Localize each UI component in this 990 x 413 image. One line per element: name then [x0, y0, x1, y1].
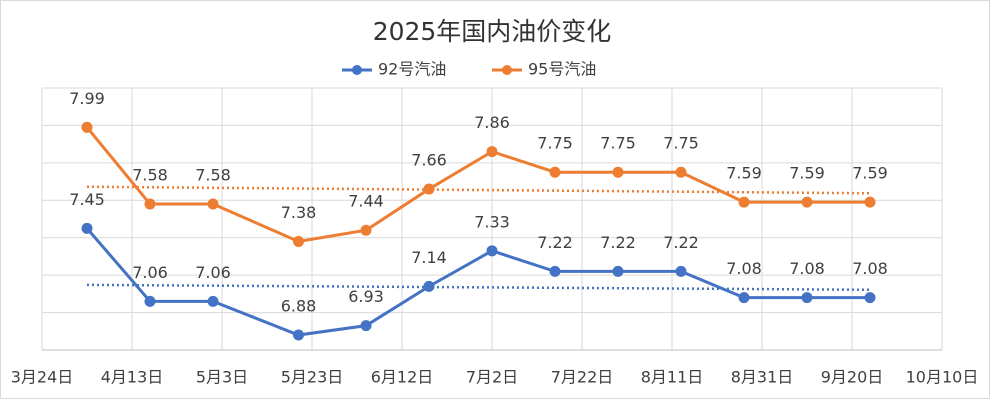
data-point — [675, 166, 687, 178]
data-point — [549, 166, 561, 178]
data-point — [293, 329, 304, 341]
data-point — [423, 280, 435, 292]
data-point — [675, 265, 687, 277]
data-label: 6.88 — [281, 297, 317, 316]
data-label: 7.14 — [411, 248, 447, 267]
x-tick-label: 5月23日 — [281, 368, 344, 387]
legend-marker — [352, 65, 362, 75]
data-label: 7.86 — [474, 113, 510, 132]
data-point — [864, 292, 876, 304]
data-label: 7.08 — [726, 259, 762, 278]
data-point — [738, 292, 750, 304]
x-tick-label: 6月12日 — [371, 368, 434, 387]
chart-frame — [0, 0, 990, 399]
data-label: 7.06 — [132, 263, 168, 282]
legend-label: 95号汽油 — [528, 60, 596, 79]
data-point — [801, 292, 813, 304]
data-label: 7.08 — [852, 259, 888, 278]
data-label: 7.59 — [726, 164, 762, 183]
data-point — [207, 198, 219, 210]
trendline — [86, 185, 871, 195]
data-label: 7.22 — [663, 233, 699, 252]
data-label: 7.06 — [195, 263, 231, 282]
data-label: 7.75 — [663, 134, 699, 153]
data-label: 7.22 — [600, 233, 636, 252]
data-point — [549, 265, 561, 277]
data-label: 7.66 — [411, 151, 447, 170]
data-point — [423, 183, 435, 195]
x-tick-label: 9月20日 — [821, 368, 884, 387]
data-label: 7.08 — [789, 259, 825, 278]
data-label: 7.59 — [852, 164, 888, 183]
data-label: 7.33 — [474, 212, 510, 231]
data-label: 7.58 — [132, 166, 168, 185]
x-tick-label: 4月13日 — [101, 368, 164, 387]
x-tick-label: 7月22日 — [551, 368, 614, 387]
data-label: 7.75 — [537, 134, 573, 153]
data-point — [207, 295, 219, 307]
data-point — [612, 265, 624, 277]
data-point — [486, 245, 498, 257]
data-point — [801, 196, 813, 208]
x-tick-label: 8月11日 — [641, 368, 704, 387]
x-tick-label: 3月24日 — [11, 368, 74, 387]
data-point — [293, 235, 304, 247]
legend-marker — [502, 65, 512, 75]
data-label: 7.22 — [537, 233, 573, 252]
data-label: 7.59 — [789, 164, 825, 183]
data-point — [81, 222, 93, 234]
legend-label: 92号汽油 — [378, 60, 446, 79]
data-point — [864, 196, 876, 208]
trendline — [86, 283, 871, 292]
data-point — [360, 224, 372, 236]
data-label: 7.44 — [348, 192, 384, 211]
data-point — [738, 196, 750, 208]
x-tick-label: 10月10日 — [906, 368, 979, 387]
x-tick-label: 5月3日 — [196, 368, 248, 387]
data-label: 7.45 — [69, 190, 105, 209]
data-point — [360, 320, 372, 332]
data-point — [612, 166, 624, 178]
data-point — [486, 146, 498, 158]
data-point — [144, 198, 156, 210]
x-tick-label: 8月31日 — [731, 368, 794, 387]
data-label: 7.75 — [600, 134, 636, 153]
data-label: 7.38 — [281, 203, 317, 222]
data-label: 7.58 — [195, 166, 231, 185]
data-point — [144, 295, 156, 307]
x-tick-label: 7月2日 — [466, 368, 518, 387]
data-label: 7.99 — [69, 89, 105, 108]
data-label: 6.93 — [348, 287, 384, 306]
data-point — [81, 121, 93, 133]
chart-title: 2025年国内油价变化 — [373, 17, 612, 46]
